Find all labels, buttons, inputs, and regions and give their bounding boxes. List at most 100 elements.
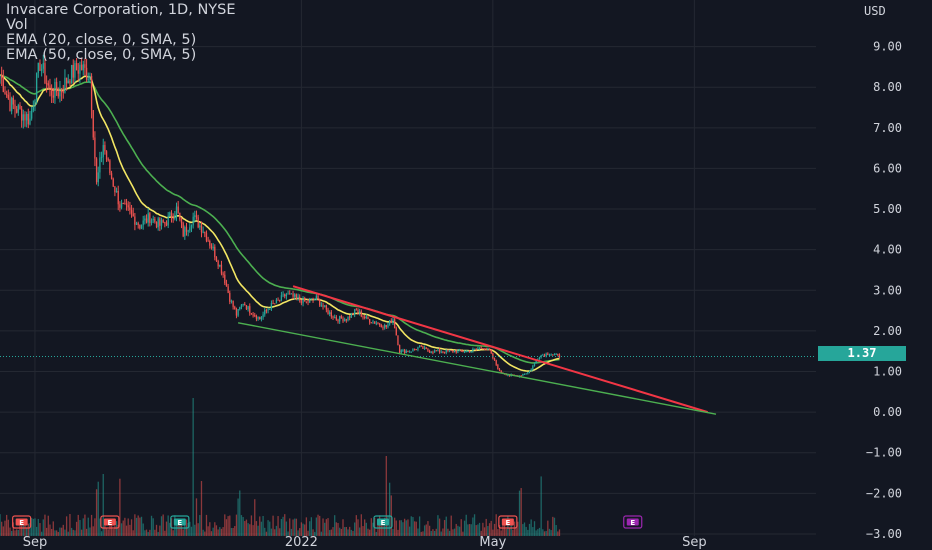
candle-body [357,309,359,313]
candle-body [557,353,559,355]
volume-bar [159,525,161,536]
candle-body [145,218,148,223]
candle-body [154,218,156,222]
volume-bar [558,529,561,536]
candle-body [122,203,124,205]
candle-body [335,317,338,320]
volume-bar [142,523,144,536]
volume-bar [224,514,226,536]
volume-bar [443,520,446,536]
candle-body [297,296,299,298]
candle-body [548,354,551,356]
volume-bar [500,530,502,536]
vol-indicator-label[interactable]: Vol [6,17,28,33]
candle-body [264,310,266,315]
volume-bar [242,517,244,536]
volume-bar [222,527,224,536]
trendlines[interactable] [237,285,717,415]
volume-bar [257,525,259,536]
x-tick-label: 2022 [285,535,318,550]
candle-body [340,316,342,319]
volume-bar [197,523,199,536]
volume-bar [312,529,314,536]
volume-bar [352,530,354,536]
earnings-marker [376,518,389,526]
candle-body [52,95,54,98]
candle-body [110,173,113,179]
candle-body [185,227,188,232]
earnings-marker-label: E [107,519,112,527]
candle-body [204,231,206,233]
candle-body [538,356,541,360]
ema50-indicator-label[interactable]: EMA (50, close, 0, SMA, 5) [6,47,197,63]
volume-bar [555,525,557,536]
volume-bar [362,526,364,536]
candle-body [508,375,511,377]
candle-body [42,63,44,69]
volume-bar [92,526,94,536]
earnings-marker [173,518,186,526]
volume-bar [20,523,23,536]
candle-body [398,345,401,353]
symbol-title[interactable]: Invacare Corporation, 1D, NYSE [6,2,236,18]
volume-bar [99,518,101,536]
time-axis[interactable]: Sep 2022 May Sep [23,535,707,550]
candle-body [37,62,39,74]
candle-body [522,374,524,376]
candle-body [132,213,134,217]
volume-bar [89,527,91,536]
volume-bar [537,529,539,536]
volume-bar [480,530,482,536]
volume-bar [383,517,386,536]
volume-bar [329,530,331,536]
candle-body [490,350,492,354]
volume-bar [453,528,456,536]
volume-bar [315,517,318,536]
candle-body [220,264,223,274]
volume-bar [199,515,201,536]
candle-body [172,217,174,219]
candle-body [84,64,86,68]
candle-body [250,313,253,315]
volume-bar [127,518,129,536]
y-tick-label: −1.00 [866,446,902,460]
volume-bar [80,529,83,536]
candle-body [115,190,118,193]
volume-bar [552,516,554,536]
candle-body [354,309,356,315]
volume-bar [55,530,58,536]
volume-bar [230,527,233,536]
volume-bar [337,522,339,536]
candle-body [160,220,163,226]
candle-body [415,349,417,351]
volume-bar [260,521,263,536]
volume-bar [205,514,208,536]
candle-body [72,65,74,78]
y-tick-label: 4.00 [873,243,902,257]
volume-bar [27,523,29,536]
candle-body [234,306,236,310]
volume-bar [262,515,264,536]
candle-body [60,90,63,92]
candle-body [45,83,48,85]
volume-bar [408,526,411,536]
ema20-indicator-label[interactable]: EMA (20, close, 0, SMA, 5) [6,32,197,48]
volume-bar [87,517,89,536]
candle-body [47,83,49,86]
candle-body [438,349,441,353]
volume-bar [229,515,231,536]
volume-bar [29,523,31,536]
candle-body [403,349,406,353]
candle-body [232,300,234,307]
candle-body [112,178,114,187]
volume-bar [112,529,114,536]
candle-body [525,373,527,375]
candle-body [550,354,552,356]
volume-bar [269,521,271,536]
volume-bar [150,515,153,536]
price-axis[interactable]: USD 9.00 8.00 7.00 6.00 5.00 4.00 3.00 2.00 1.00 0… [864,4,902,541]
candle-body [179,212,181,220]
candle-body [95,158,98,183]
